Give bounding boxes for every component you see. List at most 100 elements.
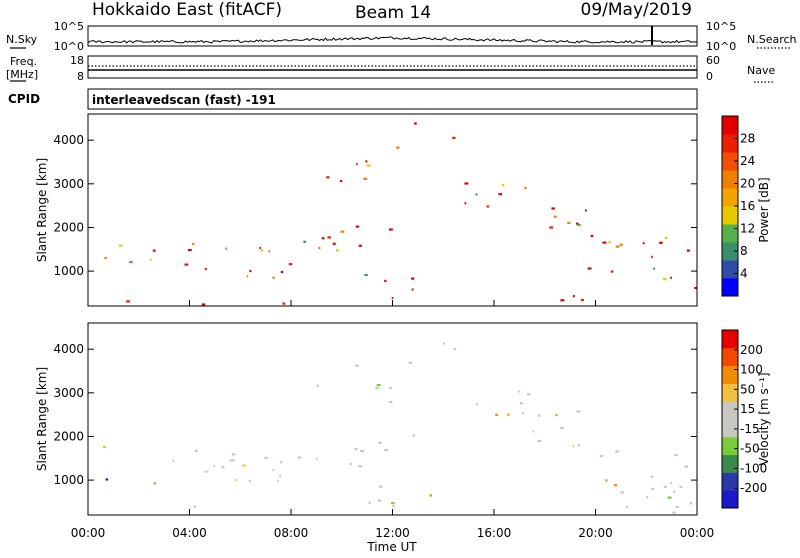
echo-cell <box>486 205 490 208</box>
echo-cell <box>332 242 336 245</box>
echo-cell <box>279 461 283 464</box>
echo-cell <box>242 464 246 467</box>
echo-cell <box>365 160 368 163</box>
echo-cell <box>667 496 672 499</box>
colorbar-tick-label: 8 <box>740 244 748 258</box>
nave-tick-bottom: 0 <box>706 70 713 83</box>
echo-cell <box>577 223 581 227</box>
echo-cell <box>249 270 252 273</box>
x-tick-label: 20:00 <box>578 526 613 540</box>
y-tick-label: 4000 <box>53 342 84 356</box>
echo-cell <box>377 499 382 502</box>
echo-cell <box>642 242 645 245</box>
echo-cell <box>326 176 330 179</box>
echo-cell <box>585 209 587 212</box>
freq-tick-top: 18 <box>70 54 84 67</box>
echo-cell <box>246 275 249 278</box>
colorbar-tick-label: -200 <box>740 481 767 495</box>
echo-cell <box>518 390 521 393</box>
echo-cell <box>507 413 510 416</box>
echo-cell <box>376 384 381 387</box>
echo-cell <box>684 465 688 468</box>
echo-cell <box>221 466 225 469</box>
colorbar-segment <box>722 278 738 297</box>
echo-cell <box>686 249 690 252</box>
echo-cell <box>532 430 535 433</box>
echo-cell <box>392 505 395 508</box>
echo-cell <box>549 226 554 229</box>
echo-cell <box>272 469 275 472</box>
echo-cell <box>659 241 663 244</box>
echo-cell <box>587 267 592 270</box>
echo-cell <box>608 241 611 244</box>
echo-cell <box>615 245 620 248</box>
colorbar-segment <box>722 206 738 225</box>
echo-cell <box>537 439 542 442</box>
echo-cell <box>679 485 683 488</box>
echo-cell <box>288 263 293 266</box>
echo-cell <box>375 386 379 390</box>
echo-cell <box>651 487 655 490</box>
echo-cell <box>613 484 618 487</box>
echo-cell <box>694 286 697 290</box>
echo-cell <box>272 276 275 279</box>
echo-cell <box>315 457 318 460</box>
colorbar-segment <box>722 260 738 279</box>
x-tick-label: 04:00 <box>172 526 207 540</box>
x-tick-label: 08:00 <box>274 526 309 540</box>
echo-cell <box>378 441 382 444</box>
echo-cell <box>567 221 571 224</box>
echo-cell <box>602 241 607 244</box>
echo-cell <box>204 267 207 271</box>
echo-cell <box>521 412 524 415</box>
colorbar-tick-label: 16 <box>740 199 755 213</box>
colorbar-frame <box>721 329 739 509</box>
echo-cell <box>670 482 672 485</box>
nsearch-tick-bottom: 10^0 <box>706 40 736 53</box>
echo-cell <box>358 244 362 247</box>
echo-cell <box>279 474 282 477</box>
station-title: Hokkaido East (fitACF) <box>92 0 282 20</box>
y-tick-label: 3000 <box>53 386 84 400</box>
beam-label: Beam 14 <box>355 3 431 23</box>
echo-cell <box>389 401 393 404</box>
echo-cell <box>184 263 189 266</box>
echo-cell <box>626 505 629 508</box>
power-panel-frame <box>87 113 698 307</box>
echo-cell <box>519 402 523 405</box>
echo-cell <box>464 182 469 185</box>
colorbar-segment <box>722 152 738 171</box>
colorbar-tick-label: 50 <box>740 382 755 396</box>
echo-cell <box>188 249 192 252</box>
cpid-panel-frame <box>87 88 698 110</box>
echo-cell <box>204 470 208 473</box>
colorbar-segment <box>722 365 738 384</box>
echo-cell <box>396 146 400 149</box>
echo-cell <box>412 434 416 437</box>
nave-label: Nave <box>747 64 775 77</box>
echo-cell <box>103 445 106 449</box>
echo-cell <box>391 296 394 300</box>
echo-cell <box>610 270 614 273</box>
colorbar-segment <box>722 188 738 207</box>
nsky-tick-top: 10^5 <box>54 20 84 33</box>
echo-cell <box>572 445 575 448</box>
echo-cell <box>411 288 414 291</box>
echo-cell <box>213 465 216 468</box>
echo-cell <box>152 249 156 252</box>
colorbar-tick-label: 200 <box>740 343 763 357</box>
echo-cell <box>619 243 623 246</box>
freq-unit-label: [MHz] <box>6 68 38 81</box>
nsky-tick-bottom: 10^0 <box>54 40 84 53</box>
echo-cell <box>495 413 499 416</box>
echo-cell <box>194 449 199 452</box>
echo-cell <box>429 494 432 497</box>
echo-cell <box>104 257 107 260</box>
echo-cell <box>126 300 130 303</box>
colorbar-segment <box>722 134 738 153</box>
velocity-heatmap <box>103 342 692 514</box>
echo-cell <box>673 490 676 493</box>
y-tick-label: 2000 <box>53 220 84 234</box>
echo-cell <box>650 475 654 478</box>
